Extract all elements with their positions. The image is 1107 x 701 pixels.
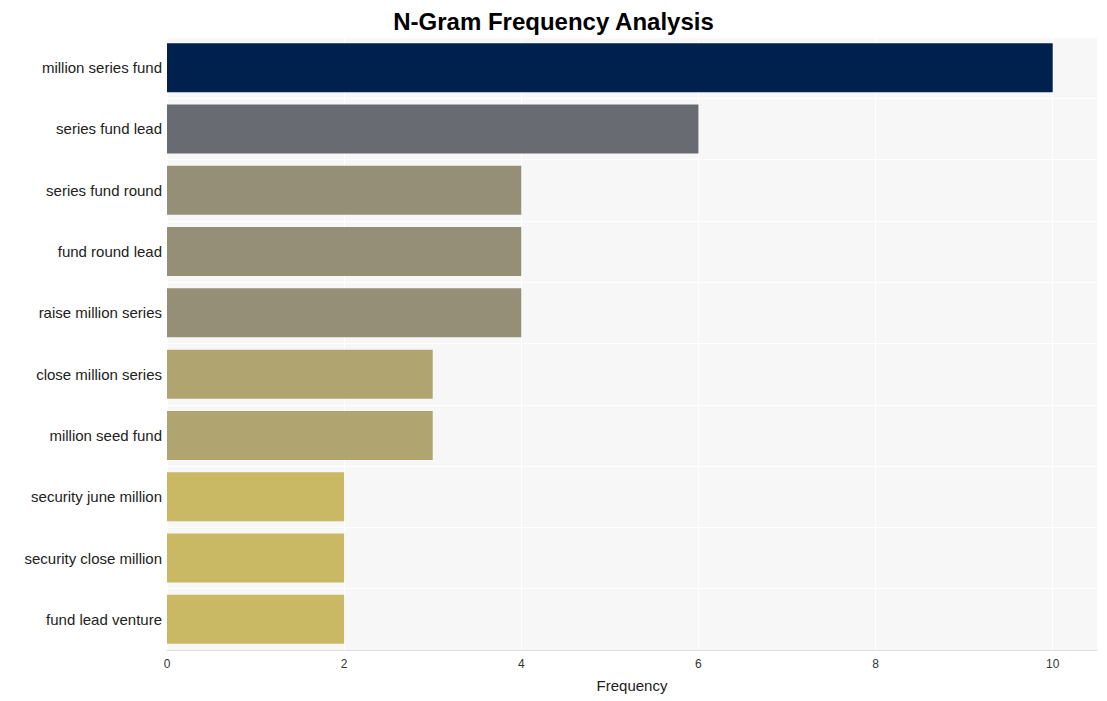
svg-text:raise million series: raise million series (39, 304, 162, 321)
svg-text:6: 6 (695, 657, 702, 671)
svg-text:10: 10 (1046, 657, 1060, 671)
svg-text:fund lead venture: fund lead venture (46, 611, 162, 628)
svg-text:N-Gram Frequency Analysis: N-Gram Frequency Analysis (393, 8, 714, 35)
svg-text:0: 0 (164, 657, 171, 671)
svg-text:million seed fund: million seed fund (49, 427, 162, 444)
svg-text:million series fund: million series fund (42, 59, 162, 76)
svg-text:4: 4 (518, 657, 525, 671)
svg-text:series fund round: series fund round (46, 182, 162, 199)
svg-text:Frequency: Frequency (597, 677, 668, 694)
svg-text:security close million: security close million (24, 550, 162, 567)
svg-text:fund round lead: fund round lead (58, 243, 162, 260)
svg-text:series fund lead: series fund lead (56, 120, 162, 137)
svg-text:security june million: security june million (31, 488, 162, 505)
svg-text:2: 2 (341, 657, 348, 671)
svg-text:close million series: close million series (36, 366, 162, 383)
svg-text:8: 8 (872, 657, 879, 671)
